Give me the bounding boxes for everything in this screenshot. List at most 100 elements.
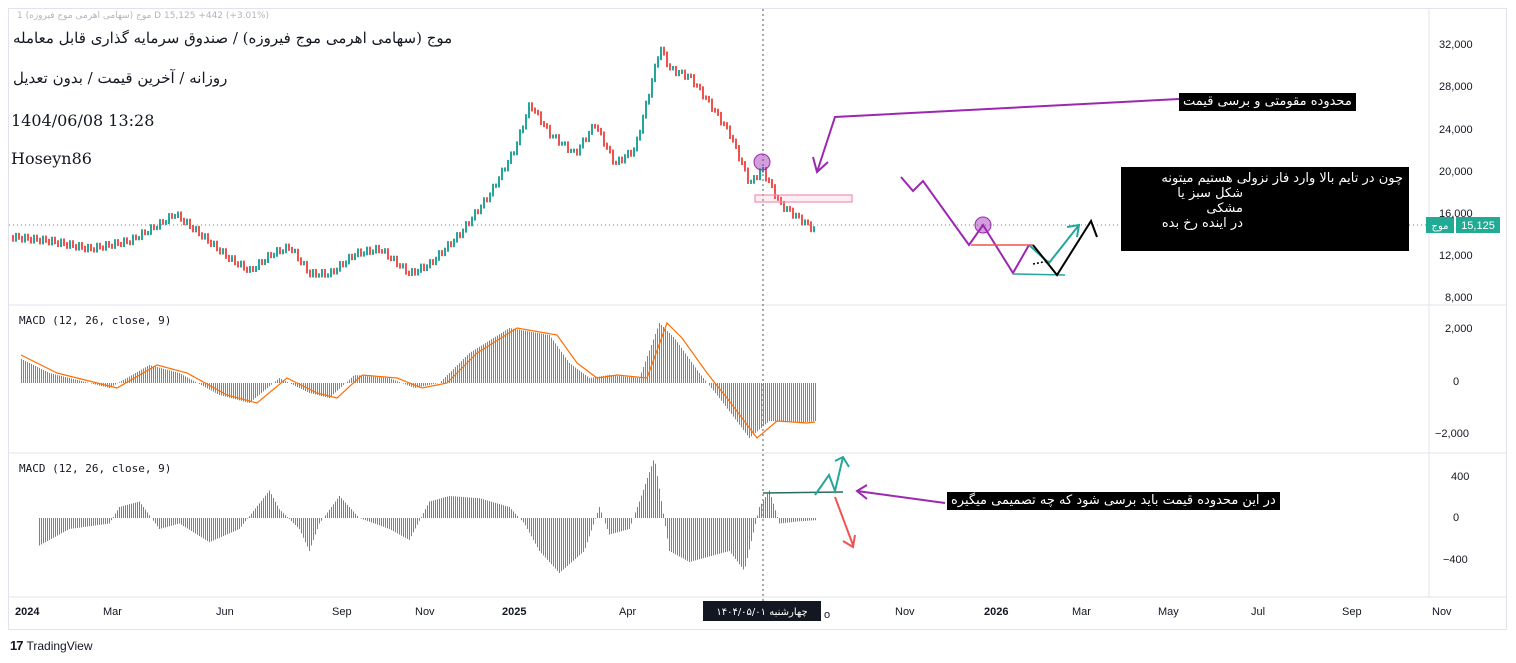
macd2-bar — [375, 518, 376, 524]
chart-title: موج (سهامی اهرمی موج فیروزه) / صندوق سرم… — [13, 29, 453, 47]
macd-bar — [751, 383, 752, 437]
macd2-bar — [45, 518, 46, 543]
macd-bar — [367, 376, 368, 383]
macd-bar — [491, 339, 492, 383]
macd-bar — [695, 367, 696, 383]
macd-bar — [807, 383, 808, 422]
scenario-note[interactable]: چون در تایم بالا وارد فاز نزولی هستیم می… — [1121, 167, 1409, 251]
price-candle — [213, 240, 215, 248]
macd-bar — [265, 383, 266, 390]
scenario-path-black[interactable] — [1032, 218, 1098, 277]
price-candle — [66, 242, 68, 249]
macd2-bar — [137, 502, 138, 518]
macd-bar — [579, 370, 580, 383]
macd-bar — [607, 375, 608, 383]
price-candle — [315, 269, 317, 278]
macd2-bar — [47, 518, 48, 542]
price-candle — [60, 238, 62, 248]
macd2-bar — [515, 513, 516, 518]
macd-bar — [631, 377, 632, 383]
macd-bar — [493, 338, 494, 383]
price-candle — [759, 168, 761, 181]
price-candle — [501, 167, 503, 181]
macd-bar — [121, 381, 122, 383]
price-candle — [528, 102, 530, 119]
macd2-bar — [85, 518, 86, 527]
macd-bar — [685, 353, 686, 383]
macd-bar — [297, 383, 298, 387]
resistance-zone-box[interactable] — [754, 194, 853, 203]
resistance-note[interactable]: محدوده مقومتی و برسی قیمت — [1179, 93, 1356, 111]
resistance-arrow[interactable] — [816, 98, 1180, 173]
decision-up-arrow[interactable] — [814, 456, 844, 496]
macd2-bar — [439, 498, 440, 518]
macd-bar — [575, 367, 576, 383]
macd2-bar — [73, 518, 74, 529]
macd-bar — [233, 383, 234, 399]
macd2-bar — [479, 498, 480, 518]
price-candle — [705, 95, 707, 100]
macd-bar — [529, 331, 530, 383]
macd-bar — [549, 335, 550, 383]
macd-bar — [65, 377, 66, 383]
price-candle — [114, 239, 116, 249]
price-candle — [87, 243, 89, 253]
macd-bar — [671, 335, 672, 383]
macd-bar — [809, 383, 810, 422]
cursor-time-tail: o — [824, 609, 830, 621]
chart-canvas[interactable]: موج 15,125 چهارشنبه ۱۴۰۴/۰۵/۰۱ o — [9, 9, 1506, 629]
macd2-bar — [701, 518, 702, 559]
macd2-bar — [805, 518, 806, 521]
decision-down-arrow[interactable] — [834, 496, 854, 546]
price-candle — [258, 259, 260, 271]
macd-bar — [355, 375, 356, 383]
macd2-bar — [591, 518, 592, 531]
macd-bar — [629, 377, 630, 383]
price-candle — [27, 233, 29, 241]
macd2-bar — [273, 497, 274, 518]
macd-bar — [621, 376, 622, 383]
macd2-bar — [451, 496, 452, 518]
macd-bar — [365, 375, 366, 383]
macd2-bar — [413, 518, 414, 533]
macd2-bar — [155, 518, 156, 524]
macd2-bar — [641, 495, 642, 518]
macd2-bar — [683, 518, 684, 559]
macd-bar — [769, 383, 770, 421]
peak-marker-circle[interactable] — [753, 153, 771, 171]
decision-pointer[interactable] — [856, 490, 946, 504]
tradingview-footer[interactable]: 17 TradingView — [10, 638, 93, 653]
macd2-bar — [99, 518, 100, 525]
chart-author: Hoseyn86 — [11, 149, 92, 168]
macd2-bar — [269, 490, 270, 518]
macd-bar — [761, 383, 762, 428]
scenario-path-green[interactable] — [1028, 224, 1080, 265]
macd-bar — [513, 328, 514, 383]
macd2-bar — [773, 503, 774, 518]
decision-note[interactable]: در این محدوده قیمت باید برسی شود که چه ت… — [947, 492, 1280, 510]
macd2-bar — [667, 518, 668, 539]
macd2-bar — [187, 518, 188, 529]
macd-histogram — [21, 323, 816, 438]
macd-bar — [447, 375, 448, 383]
macd2-bar — [279, 509, 280, 518]
macd2-bar — [417, 518, 418, 525]
price-candle — [504, 167, 506, 172]
price-candle — [519, 129, 521, 146]
macd-bar — [543, 333, 544, 383]
macd2-bar — [671, 518, 672, 553]
macd2-bar — [125, 505, 126, 518]
macd-bar — [109, 383, 110, 388]
price-candle — [138, 236, 140, 241]
projection-path-purple[interactable] — [900, 176, 1030, 275]
price-candle — [219, 247, 221, 255]
macd2-bar — [571, 518, 572, 563]
decision-level-line[interactable] — [762, 491, 844, 494]
price-candle — [753, 175, 755, 184]
macd-bar — [531, 331, 532, 383]
macd2-bar — [257, 505, 258, 518]
macd2-bar — [111, 518, 112, 521]
chart-frame[interactable]: موج 15,125 چهارشنبه ۱۴۰۴/۰۵/۰۱ o 1 موج (… — [8, 8, 1507, 630]
macd-bar — [79, 380, 80, 383]
price-candle — [78, 242, 80, 251]
